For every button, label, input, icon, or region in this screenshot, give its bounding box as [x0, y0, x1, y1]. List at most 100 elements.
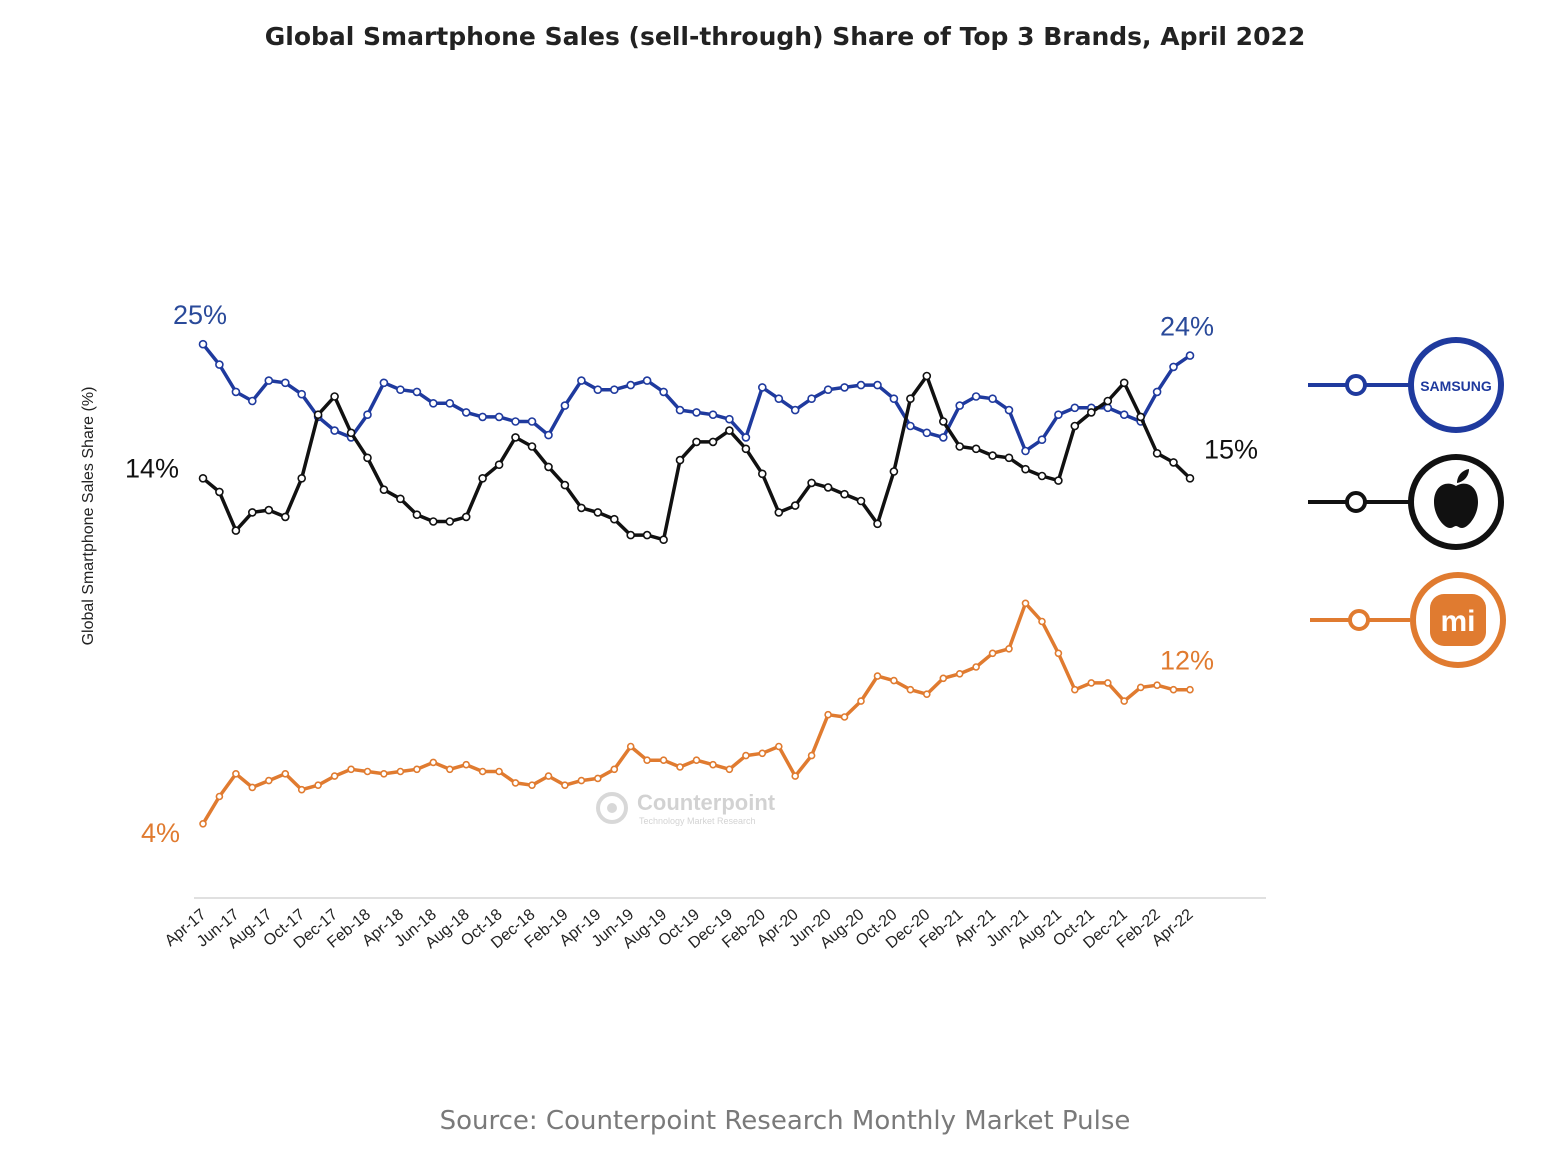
samsung-point	[461, 408, 471, 417]
samsung-point	[1021, 446, 1030, 456]
xiaomi-point	[774, 742, 783, 751]
xiaomi-logo-icon: mi	[1440, 605, 1475, 638]
xiaomi-point	[890, 676, 898, 685]
samsung-point	[856, 380, 866, 390]
xiaomi-point	[347, 765, 355, 774]
apple-point	[346, 428, 356, 438]
apple-point	[1185, 473, 1195, 483]
apple-point	[1152, 448, 1162, 458]
xiaomi-point	[1087, 679, 1096, 687]
apple-point	[1021, 464, 1030, 474]
xiaomi-point	[676, 763, 684, 771]
apple-point	[511, 433, 520, 442]
apple-point	[396, 494, 405, 504]
xiaomi-point	[972, 663, 980, 671]
xiaomi-point	[758, 749, 767, 758]
apple-point	[1087, 408, 1096, 417]
samsung-point	[708, 410, 718, 420]
series-samsung	[198, 339, 1195, 456]
apple-point	[297, 473, 307, 483]
samsung-logo-ring	[1408, 337, 1504, 433]
xiaomi-point	[955, 669, 964, 678]
samsung-point	[544, 430, 553, 440]
samsung-point	[363, 410, 372, 420]
xiaomi-point	[1186, 685, 1194, 694]
apple-point	[379, 485, 389, 495]
apple-point	[609, 514, 619, 524]
apple-point	[856, 496, 866, 506]
legend-apple-marker	[1345, 491, 1367, 513]
apple-point	[527, 442, 537, 451]
counterpoint-logo-icon	[596, 792, 628, 824]
xiaomi-point	[1120, 697, 1128, 705]
legend-apple	[1308, 454, 1504, 550]
samsung-point	[330, 426, 339, 435]
watermark-tagline: Technology Market Research	[639, 816, 756, 826]
xiaomi-point	[873, 672, 882, 680]
xiaomi-point	[264, 776, 273, 785]
apple-point	[873, 519, 882, 529]
samsung-point	[626, 380, 636, 390]
apple-point	[906, 394, 915, 404]
apple-point	[544, 462, 553, 472]
apple-point	[823, 483, 833, 492]
samsung-point	[675, 405, 685, 415]
xiaomi-point	[610, 765, 619, 774]
samsung-point	[198, 339, 208, 349]
xiaomi-point	[857, 697, 865, 705]
samsung-point	[1103, 403, 1113, 413]
samsung-point	[971, 392, 981, 401]
samsung-point	[527, 417, 537, 426]
samsung-point	[1054, 410, 1063, 420]
samsung-point	[988, 394, 997, 404]
samsung-point	[774, 394, 784, 404]
samsung-point	[955, 401, 965, 410]
samsung-point	[823, 385, 833, 395]
apple-point	[412, 510, 422, 520]
legend-xiaomi-marker	[1348, 609, 1370, 631]
apple-point	[1136, 412, 1145, 422]
xiaomi-end-label: 12%	[1160, 646, 1214, 676]
apple-point	[445, 517, 455, 526]
samsung-point	[396, 385, 405, 395]
xiaomi-point	[1021, 599, 1030, 608]
apple-point	[807, 478, 816, 488]
apple-point	[774, 508, 784, 517]
xiaomi-point	[593, 774, 602, 783]
xiaomi-point	[742, 751, 750, 760]
samsung-point	[297, 389, 307, 399]
samsung-point	[379, 378, 389, 388]
apple-point	[741, 444, 751, 454]
xiaomi-point	[1071, 685, 1079, 694]
xiaomi-point	[906, 685, 915, 694]
apple-point	[626, 530, 636, 540]
samsung-point	[215, 360, 224, 369]
samsung-point	[757, 383, 767, 392]
apple-point	[215, 487, 224, 497]
xiaomi-point	[462, 760, 471, 769]
apple-point	[577, 503, 586, 513]
apple-point	[330, 392, 339, 401]
xiaomi-point	[1005, 644, 1013, 653]
samsung-point	[1152, 387, 1162, 397]
xiaomi-start-label: 4%	[141, 818, 180, 848]
apple-point	[461, 512, 471, 522]
xiaomi-point	[199, 819, 207, 828]
xiaomi-point	[248, 783, 257, 792]
xiaomi-point	[297, 785, 306, 794]
xiaomi-point	[413, 765, 421, 774]
legend-samsung: SAMSUNG	[1308, 337, 1504, 433]
chart-title: Global Smartphone Sales (sell-through) S…	[264, 22, 1306, 51]
samsung-point	[692, 408, 701, 417]
xiaomi-point	[1169, 685, 1178, 694]
legend-xiaomi: mi	[1310, 572, 1506, 668]
samsung-point	[906, 421, 915, 431]
apple-point	[1070, 421, 1080, 431]
xiaomi-point	[824, 710, 832, 719]
x-axis-ticks: Apr-17Jun-17Aug-17Oct-17Dec-17Feb-18Apr-…	[162, 906, 1197, 952]
apple-point	[988, 451, 997, 460]
xiaomi-point	[659, 756, 668, 765]
xiaomi-point	[1153, 681, 1161, 690]
samsung-point	[922, 428, 932, 438]
source-note: Source: Counterpoint Research Monthly Ma…	[439, 1106, 1131, 1136]
